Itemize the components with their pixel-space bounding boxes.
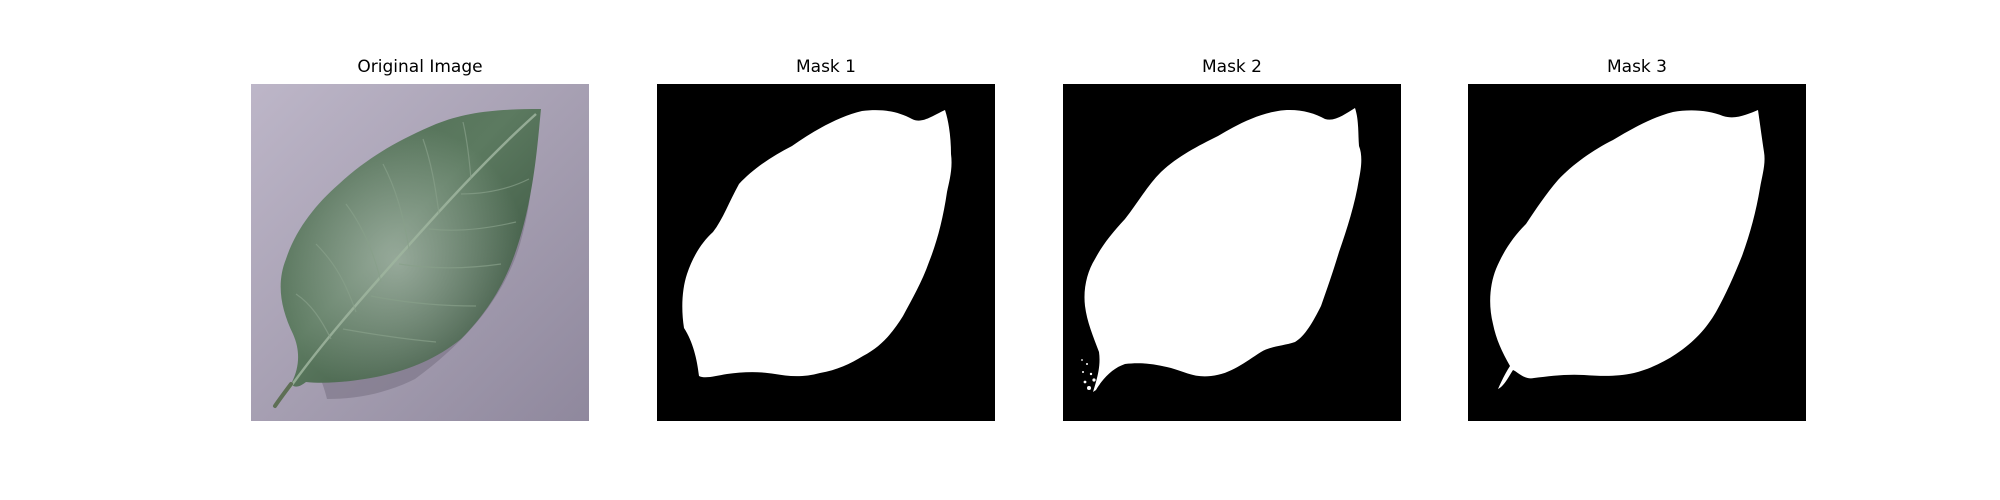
panel-mask-1: Mask 1 bbox=[657, 57, 995, 421]
panel-mask-2: Mask 2 bbox=[1063, 57, 1401, 421]
mask-image bbox=[657, 84, 995, 421]
mask-image bbox=[1468, 84, 1806, 421]
panel-title: Mask 3 bbox=[1606, 57, 1667, 77]
panel-title: Mask 1 bbox=[795, 57, 856, 77]
panel-mask-3: Mask 3 bbox=[1468, 57, 1806, 421]
panel-original-image: Original Image bbox=[251, 57, 589, 421]
mask-image bbox=[1063, 84, 1401, 421]
panel-title: Original Image bbox=[357, 57, 483, 77]
panel-title: Mask 2 bbox=[1201, 57, 1262, 77]
leaf-photo bbox=[251, 84, 589, 421]
